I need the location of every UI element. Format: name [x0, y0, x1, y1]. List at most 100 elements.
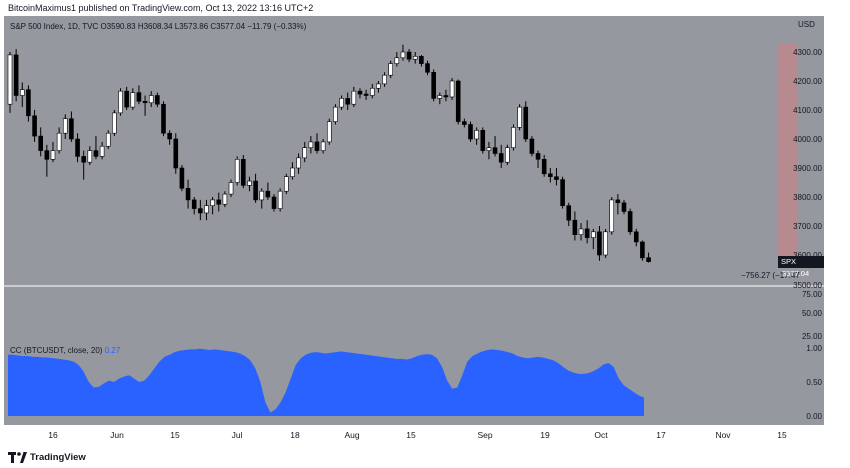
chart-area[interactable]: 4300.00 4200.00 4100.00 4000.00 3900.00 3800.…	[4, 16, 824, 425]
candle-body	[93, 150, 99, 157]
highlight-box[interactable]	[778, 44, 798, 261]
candle-body	[498, 153, 504, 163]
candle-body	[105, 132, 111, 147]
candle-body	[222, 193, 228, 205]
candle-body	[529, 138, 535, 154]
time-tick-label: 17	[656, 430, 666, 440]
candle-body	[148, 95, 154, 104]
candle-body	[62, 118, 68, 134]
candle-body	[578, 228, 584, 235]
time-tick-label: Oct	[594, 430, 608, 440]
currency-label: USD	[798, 20, 815, 29]
candle-body	[627, 211, 633, 233]
oscillator-tick-label: 1.00	[806, 344, 822, 353]
candle-body	[7, 54, 13, 105]
candle-body	[320, 141, 326, 151]
measure-label: −756.27 (−17.47	[741, 271, 800, 280]
price-tick-label: 3900.00	[793, 164, 822, 173]
candle-body	[241, 159, 246, 186]
price-axis: 4300.00 4200.00 4100.00 4000.00 3900.00 3800.…	[793, 48, 822, 341]
time-tick-label: Aug	[344, 430, 359, 440]
symbol-line: S&P 500 Index, 1D, TVC	[10, 22, 99, 31]
candle-body	[406, 51, 412, 60]
open-value: 3590.83	[106, 22, 136, 31]
candle-body	[198, 208, 203, 214]
candle-body	[443, 95, 449, 98]
candle-body	[633, 231, 639, 243]
oscillator-tick-label: 0.00	[806, 412, 822, 421]
candle-body	[326, 121, 332, 143]
candle-body	[216, 199, 222, 205]
oscillator-name: CC (BTCUSDT, close, 20)	[10, 346, 103, 355]
candle-body	[548, 173, 553, 178]
low-label: L	[174, 22, 180, 31]
candle-body	[130, 92, 136, 108]
candle-body	[437, 95, 443, 99]
tradingview-logo-icon	[8, 452, 27, 463]
open-label: O	[100, 22, 107, 31]
candle-body	[81, 156, 86, 163]
candle-body	[234, 159, 240, 183]
time-tick-label: Nov	[715, 430, 731, 440]
candle-body	[333, 106, 338, 122]
candle-body	[308, 141, 314, 149]
candle-body	[155, 95, 160, 105]
candle-body	[118, 90, 123, 114]
candle-body	[277, 190, 283, 209]
candle-body	[584, 228, 590, 238]
candle-body	[26, 89, 31, 117]
candle-body	[351, 90, 357, 105]
time-axis[interactable]: 16 Jun 15 Jul 18 Aug 15 Sep 19 Oct 17 Nov 15	[4, 425, 824, 445]
time-tick-label: Jul	[232, 430, 243, 440]
candle-body	[173, 138, 179, 169]
candle-body	[455, 80, 461, 122]
chart-canvas[interactable]: 4300.00 4200.00 4100.00 4000.00 3900.00 3800.…	[4, 16, 824, 425]
oscillator-axis: 1.00 0.50 0.00	[806, 344, 822, 421]
candle-body	[535, 153, 541, 160]
price-legend: S&P 500 Index, 1D, TVC O3590.83 H3608.34…	[10, 22, 306, 31]
price-tick-label: 3600.00	[793, 251, 822, 260]
time-tick-label: 18	[290, 430, 300, 440]
candles-layer	[7, 44, 651, 263]
candle-body	[19, 89, 25, 96]
candle-body	[271, 196, 277, 209]
candle-body	[204, 205, 209, 214]
candle-body	[185, 188, 191, 201]
candle-body	[296, 157, 301, 169]
candle-body	[369, 87, 375, 96]
candle-body	[302, 147, 308, 159]
chart-background	[4, 16, 824, 425]
candle-body	[517, 106, 522, 128]
candle-body	[44, 150, 50, 160]
candle-body	[99, 145, 105, 157]
last-price-tag: SPX 3577.04	[778, 256, 824, 278]
secondary-tick-label: 25.00	[802, 332, 823, 341]
candle-body	[462, 121, 467, 125]
candle-body	[56, 132, 62, 151]
candle-body	[541, 159, 547, 175]
candle-body	[394, 57, 400, 64]
time-axis-canvas: 16 Jun 15 Jul 18 Aug 15 Sep 19 Oct 17 Nov 15	[48, 430, 787, 440]
candle-body	[210, 199, 215, 206]
time-tick-label: 15	[777, 430, 787, 440]
oscillator-tick-label: 0.50	[806, 378, 822, 387]
candle-body	[161, 103, 166, 134]
candle-body	[597, 231, 602, 256]
candle-body	[523, 106, 529, 140]
candle-body	[566, 205, 572, 221]
low-value: 3573.86	[179, 22, 209, 31]
close-label: C	[210, 22, 217, 31]
candle-body	[283, 176, 289, 192]
candle-body	[87, 150, 93, 163]
candle-body	[621, 202, 627, 212]
candle-body	[572, 219, 578, 235]
candle-body	[425, 63, 430, 73]
price-tick-label: 4300.00	[793, 48, 822, 57]
close-value: 3577.04	[216, 22, 246, 31]
time-tick-label: Sep	[477, 430, 492, 440]
last-price-symbol: SPX	[781, 257, 797, 266]
candle-body	[412, 56, 418, 60]
price-tick-label: 4000.00	[793, 135, 822, 144]
candle-body	[480, 130, 486, 151]
candle-body	[640, 241, 645, 259]
